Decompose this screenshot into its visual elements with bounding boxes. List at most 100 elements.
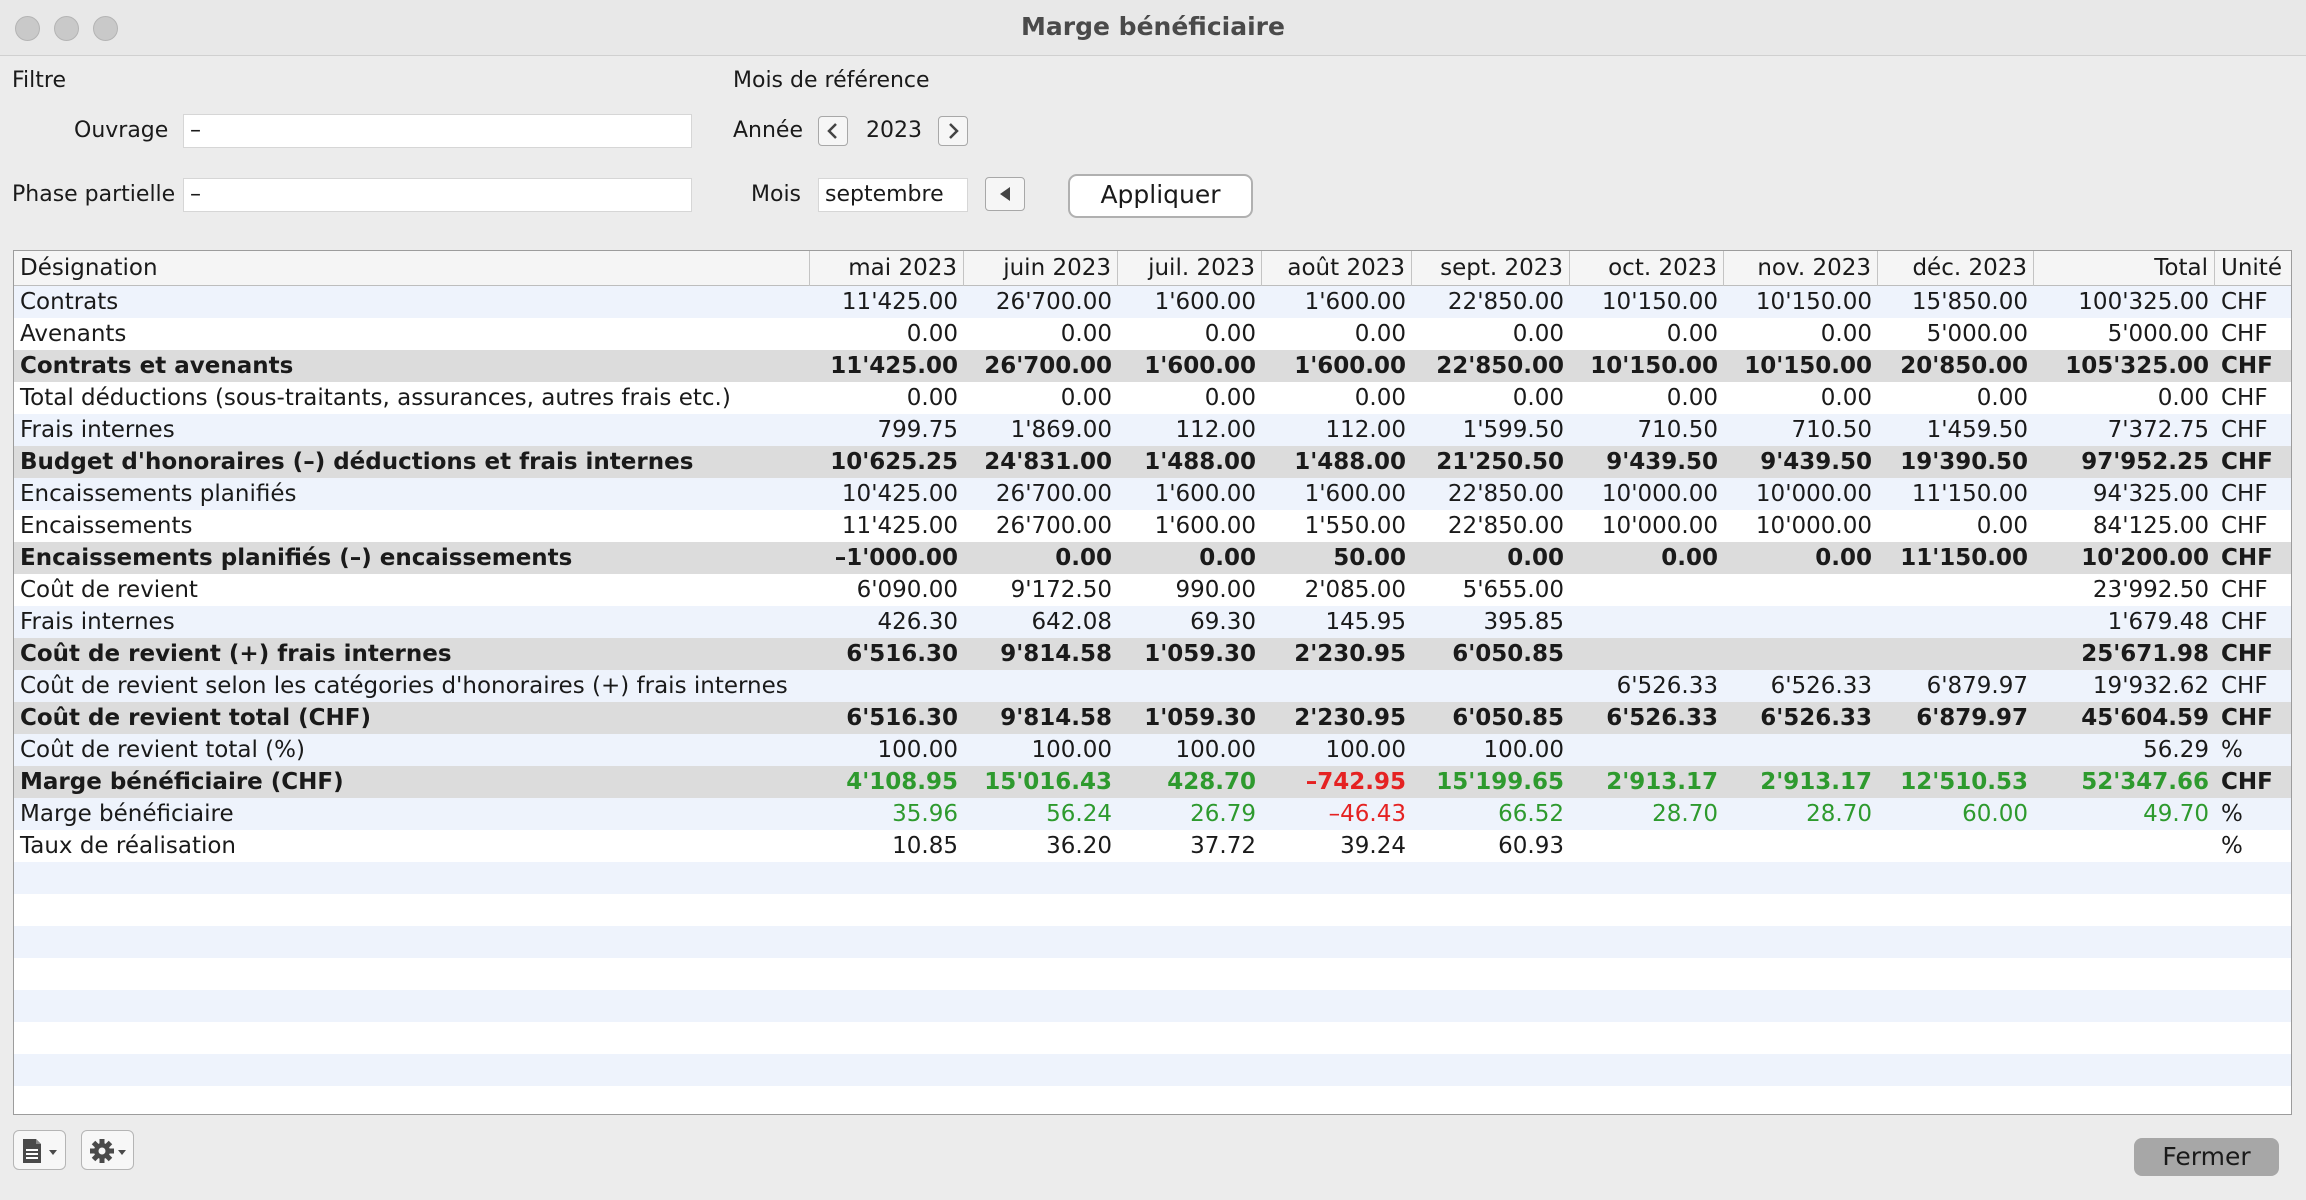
table-row[interactable]: Coût de revient selon les catégories d'h… — [14, 670, 2291, 702]
month-dropdown-button[interactable] — [985, 177, 1025, 211]
table-cell: 37.72 — [1190, 833, 1256, 859]
table-cell: –1'000.00 — [834, 545, 958, 571]
month-field[interactable]: septembre — [818, 178, 968, 212]
table-cell: 5'000.00 — [1926, 321, 2028, 347]
table-cell: 6'516.30 — [846, 641, 958, 667]
row-designation: Coût de revient total (CHF) — [20, 705, 371, 731]
table-cell: 6'516.30 — [846, 705, 958, 731]
empty-table-row — [14, 926, 2291, 958]
triangle-left-icon — [1000, 187, 1010, 201]
phase-field[interactable]: – — [183, 178, 692, 212]
column-header[interactable]: mai 2023 — [810, 251, 964, 286]
document-menu-button[interactable] — [13, 1130, 66, 1170]
table-row[interactable]: Marge bénéficiaire (CHF) 4'108.95 15'016.4… — [14, 766, 2291, 798]
table-row[interactable]: Encaissements 11'425.00 26'700.00 1'600.00 1… — [14, 510, 2291, 542]
ouvrage-field[interactable]: – — [183, 114, 692, 148]
table-row[interactable]: Total déductions (sous-traitants, assura… — [14, 382, 2291, 414]
table-cell: 15'199.65 — [1436, 769, 1564, 795]
table-cell: 2'085.00 — [1304, 577, 1406, 603]
table-row[interactable]: Taux de réalisation 10.85 36.20 37.72 39.24 6… — [14, 830, 2291, 862]
apply-button[interactable]: Appliquer — [1068, 174, 1253, 218]
table-row[interactable]: Encaissements planifiés 10'425.00 26'700.0… — [14, 478, 2291, 510]
table-cell: 100.00 — [1175, 737, 1256, 763]
row-unit: % — [2221, 833, 2243, 859]
column-header[interactable]: oct. 2023 — [1570, 251, 1724, 286]
window-titlebar: Marge bénéficiaire — [0, 0, 2306, 56]
table-cell — [1878, 606, 2034, 638]
row-designation: Coût de revient — [20, 577, 198, 603]
table-cell: 0.00 — [1661, 545, 1718, 571]
row-designation: Marge bénéficiaire — [20, 801, 234, 827]
empty-table-row — [14, 990, 2291, 1022]
table-row[interactable]: Contrats 11'425.00 26'700.00 1'600.00 1'600.… — [14, 286, 2291, 318]
table-cell: 10'000.00 — [1755, 513, 1872, 539]
table-row[interactable]: Frais internes 799.75 1'869.00 112.00 112.00… — [14, 414, 2291, 446]
table-row[interactable]: Avenants 0.00 0.00 0.00 0.00 0.00 0.00 0.00 5'00… — [14, 318, 2291, 350]
table-cell — [1118, 670, 1262, 702]
zoom-window-button[interactable] — [93, 16, 118, 41]
row-designation: Encaissements — [20, 513, 193, 539]
table-row[interactable]: Encaissements planifiés (–) encaissement… — [14, 542, 2291, 574]
row-unit: CHF — [2221, 641, 2273, 667]
filter-section-label: Filtre — [12, 68, 67, 93]
table-cell: 1'600.00 — [1294, 353, 1406, 379]
row-unit: CHF — [2221, 481, 2268, 507]
table-row[interactable]: Coût de revient total (CHF) 6'516.30 9'814… — [14, 702, 2291, 734]
table-row[interactable]: Budget d'honoraires (–) déductions et fr… — [14, 446, 2291, 478]
table-row[interactable]: Contrats et avenants 11'425.00 26'700.00 1'… — [14, 350, 2291, 382]
empty-table-row — [14, 1022, 2291, 1054]
table-cell — [1878, 574, 2034, 606]
table-cell: 1'600.00 — [1154, 513, 1256, 539]
row-designation: Taux de réalisation — [20, 833, 237, 859]
table-cell: 9'172.50 — [1010, 577, 1112, 603]
table-cell — [810, 670, 964, 702]
table-cell: 2'230.95 — [1294, 641, 1406, 667]
chevron-left-icon — [827, 123, 837, 139]
column-header[interactable]: sept. 2023 — [1412, 251, 1570, 286]
table-cell: 428.70 — [1167, 769, 1256, 795]
settings-menu-button[interactable] — [81, 1130, 134, 1170]
table-cell: 0.00 — [906, 385, 958, 411]
table-cell — [1570, 574, 1724, 606]
table-row[interactable]: Marge bénéficiaire 35.96 56.24 26.79 –46.43 6… — [14, 798, 2291, 830]
table-cell: 6'050.85 — [1452, 705, 1564, 731]
row-unit: CHF — [2221, 289, 2268, 315]
column-header[interactable]: Total — [2034, 251, 2215, 286]
month-label: Mois — [751, 182, 802, 207]
table-cell: 0.00 — [906, 321, 958, 347]
table-cell: 19'932.62 — [2092, 673, 2209, 699]
table-row[interactable]: Coût de revient (+) frais internes 6'516.… — [14, 638, 2291, 670]
table-cell: 26'700.00 — [995, 289, 1112, 315]
table-cell: 9'814.58 — [1000, 641, 1112, 667]
minimize-window-button[interactable] — [54, 16, 79, 41]
column-header[interactable]: août 2023 — [1262, 251, 1412, 286]
table-cell: 0.00 — [1976, 513, 2028, 539]
table-row[interactable]: Frais internes 426.30 642.08 69.30 145.95 395… — [14, 606, 2291, 638]
close-window-button[interactable] — [15, 16, 40, 41]
table-cell: –46.43 — [1328, 801, 1406, 827]
column-header[interactable]: Désignation — [14, 251, 810, 286]
table-cell: 6'090.00 — [856, 577, 958, 603]
column-header[interactable]: Unité — [2221, 255, 2282, 281]
column-header[interactable]: nov. 2023 — [1724, 251, 1878, 286]
table-cell — [1878, 638, 2034, 670]
previous-year-button[interactable] — [818, 116, 848, 146]
column-header[interactable]: juil. 2023 — [1118, 251, 1262, 286]
table-cell — [1724, 638, 1878, 670]
table-cell: 0.00 — [1354, 385, 1406, 411]
table-row[interactable]: Coût de revient 6'090.00 9'172.50 990.00 2'0… — [14, 574, 2291, 606]
close-button[interactable]: Fermer — [2134, 1138, 2279, 1176]
empty-table-row — [14, 958, 2291, 990]
next-year-button[interactable] — [938, 116, 968, 146]
column-header[interactable]: juin 2023 — [964, 251, 1118, 286]
table-cell: 5'655.00 — [1462, 577, 1564, 603]
table-cell: 0.00 — [1820, 385, 1872, 411]
table-cell: 15'016.43 — [984, 769, 1112, 795]
table-cell: 10'425.00 — [841, 481, 958, 507]
profit-margin-table[interactable]: Désignation mai 2023 juin 2023 juil. 2023 ao… — [13, 250, 2292, 1115]
table-row[interactable]: Coût de revient total (%) 100.00 100.00 100… — [14, 734, 2291, 766]
table-cell — [1724, 606, 1878, 638]
table-cell: 11'425.00 — [841, 513, 958, 539]
column-header[interactable]: déc. 2023 — [1878, 251, 2034, 286]
table-cell: 0.00 — [1204, 385, 1256, 411]
